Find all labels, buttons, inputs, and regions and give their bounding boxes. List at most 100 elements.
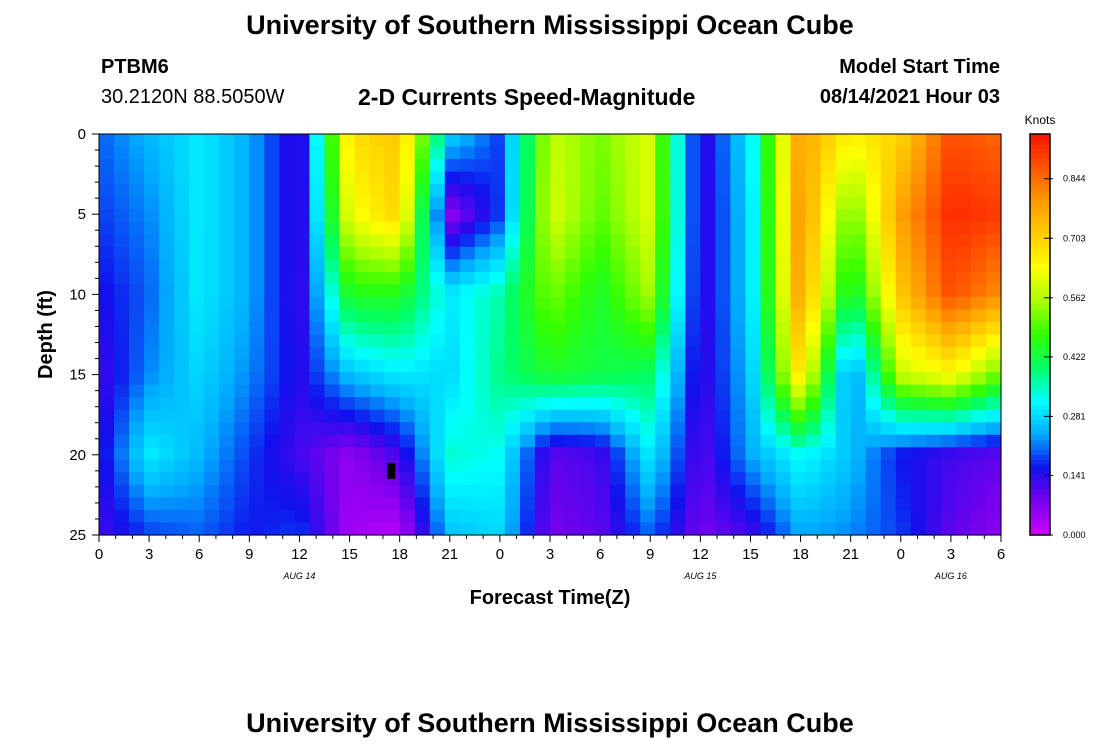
heat-cell [324,134,341,148]
heat-cell [129,509,145,524]
heat-cell [339,134,356,148]
heat-cell [99,196,115,210]
heat-cell [444,484,461,499]
heat-cell [910,434,927,448]
heat-cell [760,472,777,486]
heat-cell [940,184,957,198]
heat-cell [369,422,386,436]
heat-cell [640,372,656,386]
heat-cell [745,209,762,223]
heat-cell [219,434,235,448]
heat-cell [790,184,807,198]
heat-cell [489,246,506,260]
heat-cell [580,509,596,524]
heat-cell [910,459,927,473]
heat-cell [354,234,371,248]
heat-cell [805,359,822,373]
heat-cell [955,159,972,173]
heat-cell [655,384,671,398]
heat-cell [354,334,371,348]
heat-cell [234,171,250,185]
heat-cell [309,384,326,398]
heat-cell [610,384,626,398]
heat-cell [940,359,957,373]
heat-cell [715,334,731,348]
heat-cell [489,334,506,348]
heat-cell [339,484,356,499]
heat-cell [625,209,641,223]
heat-cell [715,209,731,223]
heat-cell [309,221,326,235]
heat-cell [219,196,235,210]
heat-cell [114,484,130,499]
heat-cell [159,397,175,411]
heat-cell [249,234,265,248]
heat-cell [850,221,867,235]
heat-cell [610,184,626,198]
heat-cell [144,359,160,373]
heat-cell [339,309,356,323]
heat-cell [99,134,115,148]
heat-cell [174,484,190,499]
heat-cell [279,284,296,298]
heat-cell [595,209,611,223]
heat-cell [940,284,957,298]
heat-cell [399,271,416,285]
heat-cell [745,372,762,386]
heat-cell [985,259,1002,273]
heat-cell [204,234,220,248]
heat-cell [369,134,386,148]
heat-cell [790,334,807,348]
heat-cell [700,196,716,210]
colorbar-segment [1030,509,1050,516]
heat-cell [910,209,927,223]
heat-cell [775,221,792,235]
heat-cell [715,347,731,361]
heat-cell [159,146,175,160]
colorbar-tick-label: 0.141 [1063,470,1086,480]
heat-cell [414,347,431,361]
heat-cell [384,284,401,298]
heat-cell [399,221,416,235]
heat-cell [670,284,686,298]
heat-cell [219,309,235,323]
heat-cell [955,509,972,524]
heat-cell [399,384,416,398]
heat-cell [700,159,716,173]
heat-cell [730,509,747,524]
x-tick-label: 0 [496,546,504,563]
heat-cell [354,434,371,448]
heat-cell [790,347,807,361]
heat-cell [595,459,611,473]
heat-cell [685,447,701,461]
heat-cell [384,209,401,223]
heat-cell [534,447,551,461]
heat-cell [489,146,506,160]
heat-cell [565,397,581,411]
heat-cell [444,259,461,273]
heat-cell [880,347,897,361]
heat-cell [384,134,401,148]
heat-cell [294,409,311,423]
heat-cell [730,246,747,260]
heat-cell [354,321,371,336]
heat-cell [504,246,521,260]
heat-cell [670,409,686,423]
heat-cell [805,134,822,148]
y-axis-label: Depth (ft) [35,290,57,379]
heat-cell [324,522,341,536]
heat-cell [910,159,927,173]
heat-cell [534,509,551,524]
heat-cell [384,397,401,411]
heat-cell [565,184,581,198]
heat-cell [925,459,942,473]
heat-cell [339,209,356,223]
x-tick-label: 3 [947,546,955,563]
heat-cell [880,434,897,448]
heat-cell [234,509,250,524]
model-start-time: 08/14/2021 Hour 03 [819,86,1000,108]
heat-cell [610,259,626,273]
heat-cell [880,259,897,273]
heat-cell [760,484,777,499]
